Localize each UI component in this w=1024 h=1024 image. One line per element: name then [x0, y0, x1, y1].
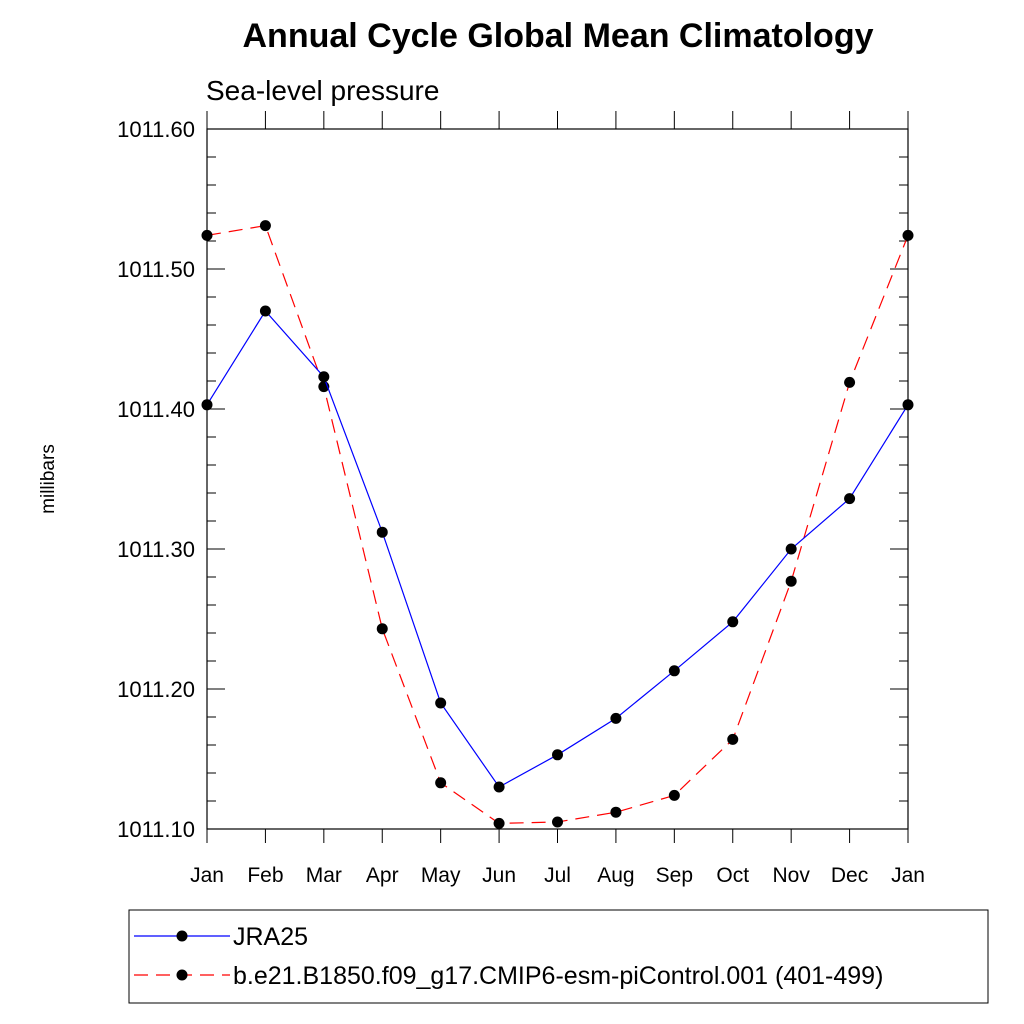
y-tick-label: 1011.60 [117, 117, 195, 142]
y-axis-title: millibars [38, 444, 59, 514]
y-tick-label: 1011.40 [117, 397, 195, 422]
x-tick-label: Feb [247, 864, 283, 887]
data-point [668, 789, 680, 801]
data-point [201, 399, 213, 411]
data-point [785, 575, 797, 587]
data-point [552, 749, 563, 761]
data-point [844, 376, 856, 388]
y-tick-label: 1011.10 [117, 817, 195, 842]
x-tick-label: Mar [306, 864, 342, 887]
data-point [493, 781, 505, 793]
legend-box [128, 909, 989, 1004]
x-tick-label: Dec [831, 864, 868, 887]
x-tick-label: Nov [772, 864, 810, 887]
y-tick-label: 1011.30 [117, 537, 195, 562]
y-axis-tick-labels: 1011.10 1011.20 1011.30 1011.40 1011.50 1011.… [117, 117, 195, 842]
data-point [668, 665, 680, 677]
series-2 [201, 220, 914, 829]
legend-marker-2 [176, 969, 188, 981]
legend-label-1: JRA25 [233, 923, 308, 951]
data-point [318, 371, 330, 383]
x-tick-label: Aug [597, 864, 634, 887]
legend: JRA25 b.e21.B1850.f09_g17.CMIP6-esm-piCon… [128, 909, 989, 1004]
chart-subtitle: Sea-level pressure [206, 75, 439, 106]
data-point [435, 697, 447, 709]
data-point [844, 493, 856, 505]
data-point [902, 229, 914, 241]
x-tick-label: Jan [891, 864, 925, 887]
y-tick-label: 1011.50 [117, 257, 195, 282]
y-tick-label: 1011.20 [117, 677, 195, 702]
data-point [493, 817, 505, 829]
chart-title: Annual Cycle Global Mean Climatology [243, 17, 874, 55]
x-tick-label: Jan [190, 864, 224, 887]
data-point [435, 777, 447, 789]
data-point [785, 543, 797, 555]
data-point [727, 616, 739, 628]
x-tick-label: Apr [366, 864, 399, 887]
x-tick-label: May [421, 864, 461, 887]
axis-ticks [206, 111, 909, 843]
x-axis-tick-labels: Jan Feb Mar Apr May Jun Jul Aug Sep Oct Nov Dec Jan [190, 864, 925, 887]
legend-marker-1 [176, 930, 188, 942]
data-point [552, 816, 563, 828]
legend-label-2: b.e21.B1850.f09_g17.CMIP6-esm-piControl.… [233, 962, 883, 990]
series-1 [201, 305, 914, 793]
data-point [376, 526, 388, 538]
x-tick-label: Jun [482, 864, 516, 887]
data-point [376, 623, 388, 635]
series-layer [201, 220, 914, 829]
x-tick-label: Oct [716, 864, 749, 887]
x-tick-label: Sep [656, 864, 693, 887]
data-point [259, 220, 271, 232]
data-point [727, 733, 739, 745]
data-point [610, 806, 622, 818]
data-point [201, 229, 213, 241]
data-point [259, 305, 271, 317]
data-point [902, 399, 914, 411]
x-tick-label: Jul [544, 864, 571, 887]
data-point [610, 712, 622, 724]
